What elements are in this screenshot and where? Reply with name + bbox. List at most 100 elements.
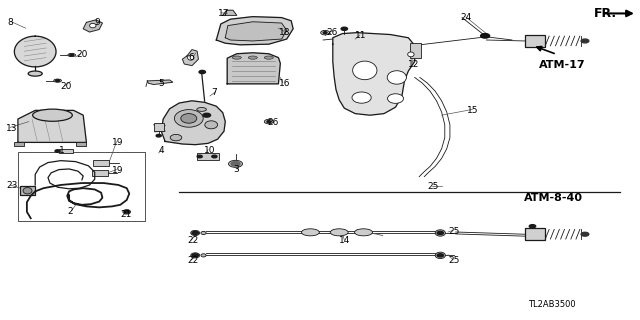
Ellipse shape bbox=[191, 253, 200, 258]
Polygon shape bbox=[161, 101, 225, 145]
Text: 3: 3 bbox=[234, 165, 239, 174]
Ellipse shape bbox=[201, 254, 206, 257]
Circle shape bbox=[481, 34, 490, 38]
Ellipse shape bbox=[321, 30, 330, 35]
Polygon shape bbox=[83, 20, 102, 32]
Text: 20: 20 bbox=[77, 50, 88, 59]
Polygon shape bbox=[18, 110, 86, 142]
Ellipse shape bbox=[435, 230, 445, 236]
Circle shape bbox=[529, 225, 536, 228]
Text: 14: 14 bbox=[339, 236, 351, 245]
Circle shape bbox=[231, 162, 240, 166]
Text: 4: 4 bbox=[159, 146, 164, 155]
Ellipse shape bbox=[330, 229, 348, 236]
Text: 19: 19 bbox=[112, 138, 124, 147]
Ellipse shape bbox=[180, 114, 197, 123]
Bar bbox=[93, 160, 109, 166]
Ellipse shape bbox=[264, 119, 273, 124]
Polygon shape bbox=[14, 36, 56, 67]
Text: 12: 12 bbox=[408, 60, 420, 68]
Bar bbox=[18, 152, 145, 221]
Text: 25: 25 bbox=[428, 182, 439, 191]
Circle shape bbox=[192, 231, 198, 235]
Ellipse shape bbox=[68, 53, 76, 57]
Circle shape bbox=[437, 231, 444, 235]
Text: 25: 25 bbox=[448, 227, 460, 236]
Ellipse shape bbox=[435, 252, 445, 259]
Text: 25: 25 bbox=[448, 256, 460, 265]
Bar bbox=[525, 35, 545, 47]
Ellipse shape bbox=[23, 188, 32, 194]
Polygon shape bbox=[182, 50, 198, 66]
Text: 19: 19 bbox=[112, 166, 124, 175]
Circle shape bbox=[70, 54, 74, 56]
Ellipse shape bbox=[232, 56, 241, 59]
Text: 10: 10 bbox=[204, 146, 215, 155]
Text: TL2AB3500: TL2AB3500 bbox=[528, 300, 575, 309]
Bar bbox=[92, 170, 108, 176]
Circle shape bbox=[341, 27, 348, 30]
Circle shape bbox=[437, 254, 444, 257]
Text: 15: 15 bbox=[467, 106, 479, 115]
Circle shape bbox=[55, 150, 60, 152]
Polygon shape bbox=[147, 80, 173, 84]
Ellipse shape bbox=[123, 210, 131, 214]
Ellipse shape bbox=[54, 79, 61, 82]
Ellipse shape bbox=[174, 109, 204, 127]
Ellipse shape bbox=[301, 229, 319, 236]
Text: 1: 1 bbox=[59, 146, 65, 155]
Text: 2: 2 bbox=[67, 207, 73, 216]
Text: 18: 18 bbox=[279, 28, 291, 36]
Ellipse shape bbox=[408, 52, 414, 57]
Bar bbox=[59, 149, 73, 153]
Text: 24: 24 bbox=[461, 13, 472, 22]
Ellipse shape bbox=[191, 230, 200, 236]
Bar bbox=[410, 43, 421, 58]
Text: 26: 26 bbox=[326, 28, 338, 36]
Polygon shape bbox=[227, 53, 280, 84]
Text: 17: 17 bbox=[218, 9, 229, 18]
Polygon shape bbox=[223, 10, 237, 15]
Ellipse shape bbox=[248, 56, 257, 59]
Text: 16: 16 bbox=[279, 79, 291, 88]
Ellipse shape bbox=[228, 160, 243, 167]
Circle shape bbox=[124, 211, 129, 213]
Text: 20: 20 bbox=[61, 82, 72, 91]
Ellipse shape bbox=[188, 55, 194, 60]
Circle shape bbox=[203, 113, 211, 117]
Text: 11: 11 bbox=[355, 31, 367, 40]
Text: 26: 26 bbox=[268, 118, 279, 127]
Text: 9: 9 bbox=[95, 18, 100, 27]
Bar bbox=[154, 123, 164, 131]
Ellipse shape bbox=[355, 229, 372, 236]
Circle shape bbox=[323, 32, 327, 34]
Polygon shape bbox=[225, 22, 287, 41]
Bar bbox=[20, 186, 35, 195]
Circle shape bbox=[581, 232, 589, 236]
Polygon shape bbox=[216, 17, 293, 45]
Text: 22: 22 bbox=[187, 256, 198, 265]
Text: 22: 22 bbox=[187, 236, 198, 245]
Polygon shape bbox=[333, 33, 415, 115]
Circle shape bbox=[56, 80, 60, 82]
Ellipse shape bbox=[264, 56, 273, 59]
Ellipse shape bbox=[353, 61, 377, 80]
Ellipse shape bbox=[90, 23, 96, 28]
Circle shape bbox=[267, 121, 271, 123]
Bar bbox=[76, 142, 86, 146]
Ellipse shape bbox=[170, 134, 182, 141]
Text: 23: 23 bbox=[6, 181, 18, 190]
Circle shape bbox=[156, 134, 161, 137]
Circle shape bbox=[581, 39, 589, 43]
Ellipse shape bbox=[387, 71, 406, 84]
Bar bbox=[525, 228, 545, 240]
Ellipse shape bbox=[28, 71, 42, 76]
Text: 21: 21 bbox=[120, 210, 132, 219]
Ellipse shape bbox=[33, 109, 72, 121]
Bar bbox=[14, 142, 24, 146]
Text: 7: 7 bbox=[211, 88, 217, 97]
Bar bbox=[18, 152, 145, 221]
Ellipse shape bbox=[201, 231, 206, 235]
Text: ATM-8-40: ATM-8-40 bbox=[524, 193, 582, 204]
Circle shape bbox=[192, 254, 198, 257]
